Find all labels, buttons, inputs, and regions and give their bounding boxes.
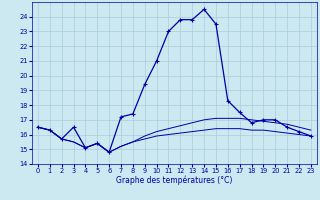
X-axis label: Graphe des températures (°C): Graphe des températures (°C) [116,176,233,185]
